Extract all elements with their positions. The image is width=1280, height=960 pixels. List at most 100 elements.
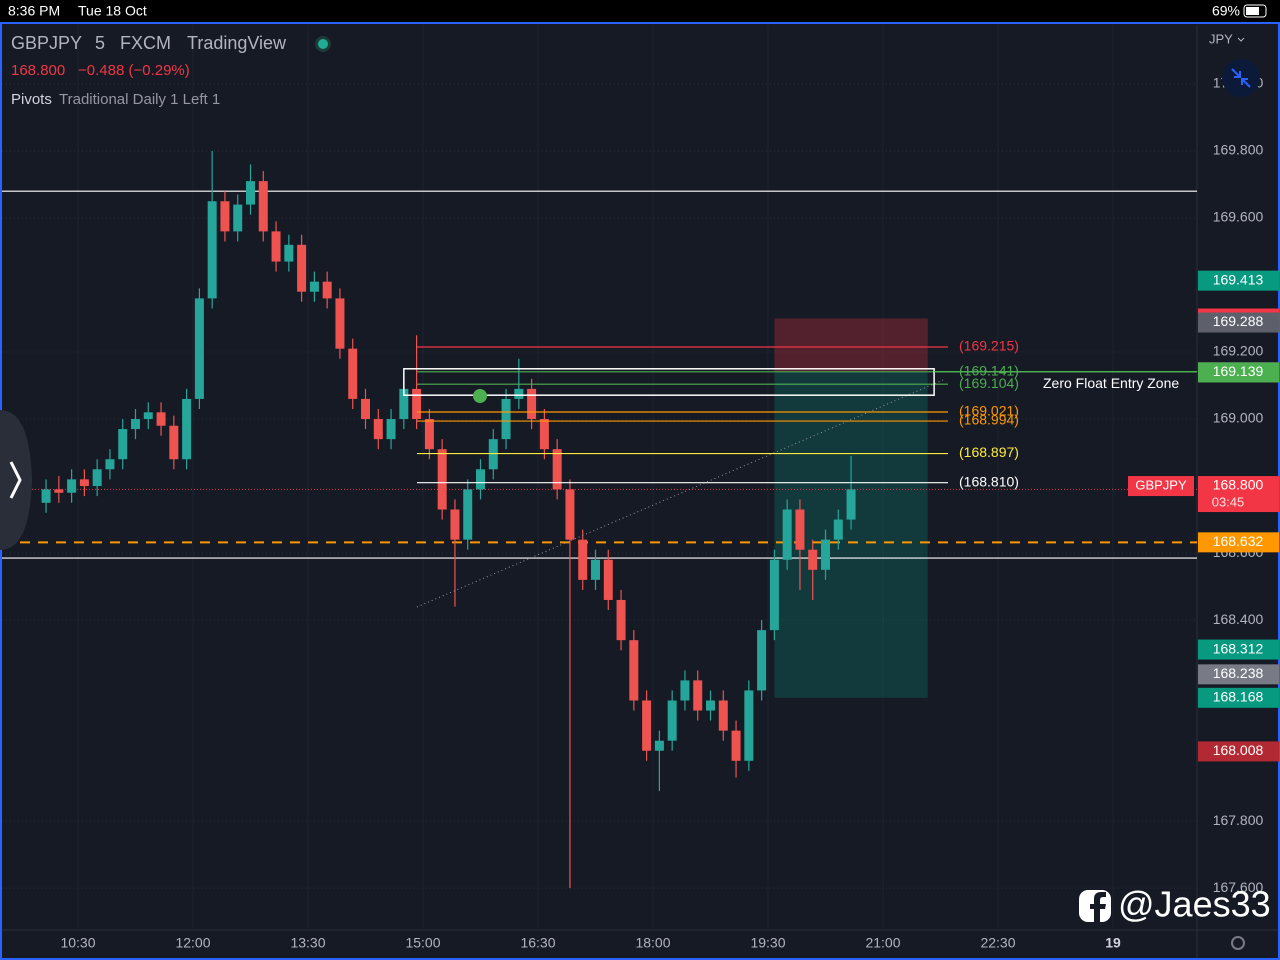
price-badge-label: 168.800 <box>1213 477 1264 493</box>
candle-body <box>552 449 562 490</box>
candle-body <box>603 559 613 600</box>
collapse-icon <box>1231 68 1251 88</box>
candle-body <box>284 244 294 262</box>
battery-fill <box>1246 7 1259 15</box>
candle-body <box>156 412 166 426</box>
battery-level: 69% <box>1212 3 1240 19</box>
price-badge-label: 169.139 <box>1213 363 1264 379</box>
price-badge <box>1198 532 1279 553</box>
candle-body <box>182 398 192 460</box>
candle-body <box>667 700 677 741</box>
pivot-label: (169.021) <box>959 403 1019 419</box>
price-badge-label: 168.008 <box>1213 742 1264 758</box>
candle-body <box>437 449 447 510</box>
candle-body <box>539 419 549 450</box>
x-tick-label: 19:30 <box>750 935 785 951</box>
candle-body <box>450 509 460 540</box>
pivot-label: (168.994) <box>959 412 1019 428</box>
plot <box>2 150 1197 889</box>
price-badge <box>1198 664 1279 685</box>
pivot-label: (169.215) <box>959 338 1019 354</box>
pivot-label: (169.104) <box>959 375 1019 391</box>
y-tick-label: 169.200 <box>1213 343 1264 359</box>
price-badge <box>1198 312 1279 333</box>
candle-body <box>92 469 102 487</box>
price-badge <box>1198 362 1279 383</box>
candle-body <box>846 489 856 520</box>
candle-body <box>642 700 652 751</box>
x-tick-label: 13:30 <box>290 935 325 951</box>
last-price: 168.800 <box>11 62 65 79</box>
candle-body <box>143 412 153 420</box>
candle-body <box>463 489 473 540</box>
candle-body <box>808 549 818 570</box>
y-tick-label: 169.800 <box>1213 142 1264 158</box>
candle-body <box>322 281 332 299</box>
x-tick-label: 19 <box>1105 935 1121 951</box>
countdown: 03:45 <box>1212 494 1245 509</box>
y-tick-label: 169.000 <box>1213 410 1264 426</box>
watermark: @Jaes33 <box>1118 884 1271 925</box>
currency[interactable]: JPY <box>1209 31 1233 46</box>
candle-body <box>233 204 243 232</box>
candle-body <box>680 680 690 701</box>
candle-body <box>591 559 600 580</box>
candle-body <box>207 201 217 299</box>
side-handle[interactable] <box>0 410 32 550</box>
candle-body <box>578 539 588 580</box>
alarm-icon <box>473 389 487 403</box>
price-badge <box>1198 639 1279 660</box>
exchange: FXCM <box>120 33 171 53</box>
indicator-params: Traditional Daily 1 Left 1 <box>59 91 220 108</box>
x-tick-label: 18:00 <box>635 935 670 951</box>
candle-body <box>706 700 715 711</box>
x-tick-label: 21:00 <box>865 935 900 951</box>
status-time: 8:36 PM <box>8 3 60 19</box>
price-badge-label: 168.632 <box>1213 533 1264 549</box>
candle-body <box>412 388 422 420</box>
price-badge <box>1198 687 1279 708</box>
candle-body <box>79 479 89 487</box>
collapse-button[interactable] <box>1222 59 1260 97</box>
candle-body <box>169 425 179 460</box>
indicator-name[interactable]: Pivots <box>11 91 52 108</box>
candle-body <box>194 298 204 399</box>
y-tick-label: 167.800 <box>1213 812 1264 828</box>
pivot-label: (168.810) <box>959 473 1019 489</box>
candle-body <box>718 700 728 731</box>
interval[interactable]: 5 <box>95 33 105 53</box>
symbol[interactable]: GBPJPY <box>11 33 82 53</box>
candle-body <box>795 509 805 550</box>
symbol-tag <box>1128 476 1194 497</box>
candle-body <box>348 348 358 399</box>
candle-body <box>488 439 498 470</box>
candle-body <box>386 419 396 440</box>
candle-body <box>514 388 524 399</box>
candle-body <box>309 281 319 292</box>
overlay: (169.215)(169.141)(169.104)(169.021)(168… <box>403 270 1279 762</box>
currency-caret <box>1237 37 1245 42</box>
candle-body <box>361 398 370 420</box>
status-bar <box>0 0 1280 22</box>
price-badge-label: 168.312 <box>1213 640 1264 656</box>
candle-body <box>527 388 537 420</box>
price-change: −0.488 (−0.29%) <box>78 62 190 79</box>
price-badge-label: 168.168 <box>1213 689 1264 705</box>
price-badge-label: 169.288 <box>1213 313 1264 329</box>
x-tick-label: 22:30 <box>980 935 1015 951</box>
candle-body <box>654 740 664 751</box>
candle-body <box>565 489 575 540</box>
x-tick-label: 16:30 <box>520 935 555 951</box>
candle-body <box>54 489 64 493</box>
zone-label: Zero Float Entry Zone <box>1043 375 1179 391</box>
candle-body <box>757 630 767 691</box>
settings-icon[interactable] <box>1231 936 1245 950</box>
price-badge <box>1198 476 1279 513</box>
y-tick-label: 168.400 <box>1213 611 1264 627</box>
candle-body <box>258 181 268 232</box>
candle-body <box>399 388 409 420</box>
candle-body <box>41 489 51 503</box>
